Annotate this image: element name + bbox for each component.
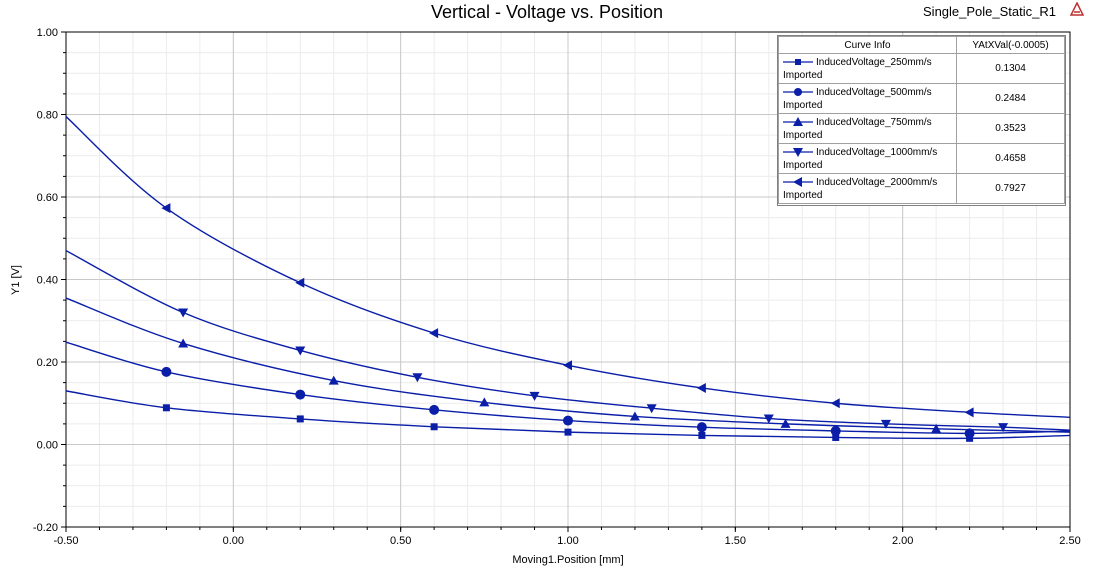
y-tick-label: -0.20 [33,522,58,534]
data-point [629,411,640,421]
legend-series-name: InducedVoltage_500mm/s [816,87,932,98]
legend-series-name: InducedVoltage_250mm/s [816,57,932,68]
data-point [998,423,1009,433]
data-point [429,404,440,415]
legend-series-value: 0.1304 [956,53,1065,84]
y-tick-label: 0.20 [37,357,58,369]
data-point [178,308,189,318]
data-point [295,346,306,356]
legend-series-value: 0.7927 [956,173,1065,204]
legend-series-value: 0.2484 [956,83,1065,114]
legend-series-name: InducedVoltage_750mm/s [816,117,932,128]
x-axis-label: Moving1.Position [mm] [512,554,623,566]
data-point [646,404,657,414]
data-point [564,428,572,436]
x-tick-label: 0.50 [390,535,411,547]
legend-series-value: 0.3523 [956,113,1065,144]
data-point [295,277,305,288]
data-point [880,419,891,429]
data-point [563,360,572,371]
data-point [412,373,423,383]
legend-series-source: Imported [783,100,823,111]
series-triangle-left [65,116,1071,418]
legend-series-source: Imported [783,160,823,171]
legend-header-value: YAtXVal(-0.0005) [956,36,1065,54]
data-point [830,398,840,409]
legend-table[interactable]: Curve Info YAtXVal(-0.0005) InducedVolta… [777,35,1066,206]
y-tick-label: 0.00 [37,440,58,452]
data-point [696,382,706,393]
data-point [964,407,974,418]
data-point [763,414,774,424]
x-tick-label: 0.00 [223,535,244,547]
legend-series-name: InducedVoltage_2000mm/s [816,177,938,188]
legend-header-curve: Curve Info [778,36,957,54]
legend-marker-triangle-left-icon [783,177,813,187]
legend-series-source: Imported [783,70,823,81]
legend-row[interactable]: InducedVoltage_750mm/s Imported 0.3523 [778,113,1065,144]
data-point [429,328,439,339]
legend-series-source: Imported [783,130,823,141]
x-tick-label: 2.50 [1059,535,1080,547]
data-point [162,404,170,412]
legend-row[interactable]: InducedVoltage_2000mm/s Imported 0.7927 [778,173,1065,204]
series-triangle-up [65,297,1071,433]
chart-title: Vertical - Voltage vs. Position [430,2,664,22]
data-point [832,433,840,441]
data-point [295,389,306,400]
data-point [328,375,339,385]
legend-row[interactable]: InducedVoltage_1000mm/s Imported 0.4658 [778,143,1065,174]
y-tick-label: 0.60 [37,192,58,204]
axis-ticks: -0.50 0.00 0.50 1.00 1.50 2.00 2.50 -0.20 0.00 0.… [33,27,1081,547]
data-point [479,397,490,407]
data-point [696,422,707,433]
legend-marker-triangle-up-icon [783,117,813,126]
legend-row[interactable]: InducedVoltage_250mm/s Imported 0.1304 [778,53,1065,84]
ansys-logo-icon [1070,2,1084,16]
data-point [780,418,791,428]
series-line [65,250,1071,431]
x-tick-label: 1.50 [725,535,746,547]
legend-row[interactable]: InducedVoltage_500mm/s Imported 0.2484 [778,83,1065,114]
data-point [178,338,189,348]
legend-marker-triangle-down-icon [783,148,813,157]
y-axis-label: Y1 [V] [10,265,22,295]
data-point [161,203,171,214]
data-point [529,391,540,401]
legend-series-name: InducedVoltage_1000mm/s [816,147,938,158]
series-line [65,297,1071,433]
data-point [698,431,706,439]
legend-series-value: 0.4658 [956,143,1065,174]
data-point [563,415,573,426]
data-point [161,366,172,377]
legend-marker-circle-icon [783,88,813,96]
data-point [296,415,304,423]
series-group [65,116,1071,442]
x-tick-label: 1.00 [557,535,578,547]
data-point [931,423,942,433]
y-tick-label: 0.40 [37,275,58,287]
y-tick-label: 1.00 [37,27,58,39]
legend-series-source: Imported [783,190,823,201]
x-tick-label: 2.00 [892,535,913,547]
y-tick-label: 0.80 [37,110,58,122]
series-triangle-down [65,250,1071,433]
legend-marker-square-icon [783,59,813,65]
data-point [430,423,438,431]
series-circle [65,341,1071,439]
design-name: Single_Pole_Static_R1 [923,4,1056,19]
data-point [830,425,841,436]
data-point [964,428,975,439]
x-tick-label: -0.50 [53,535,78,547]
